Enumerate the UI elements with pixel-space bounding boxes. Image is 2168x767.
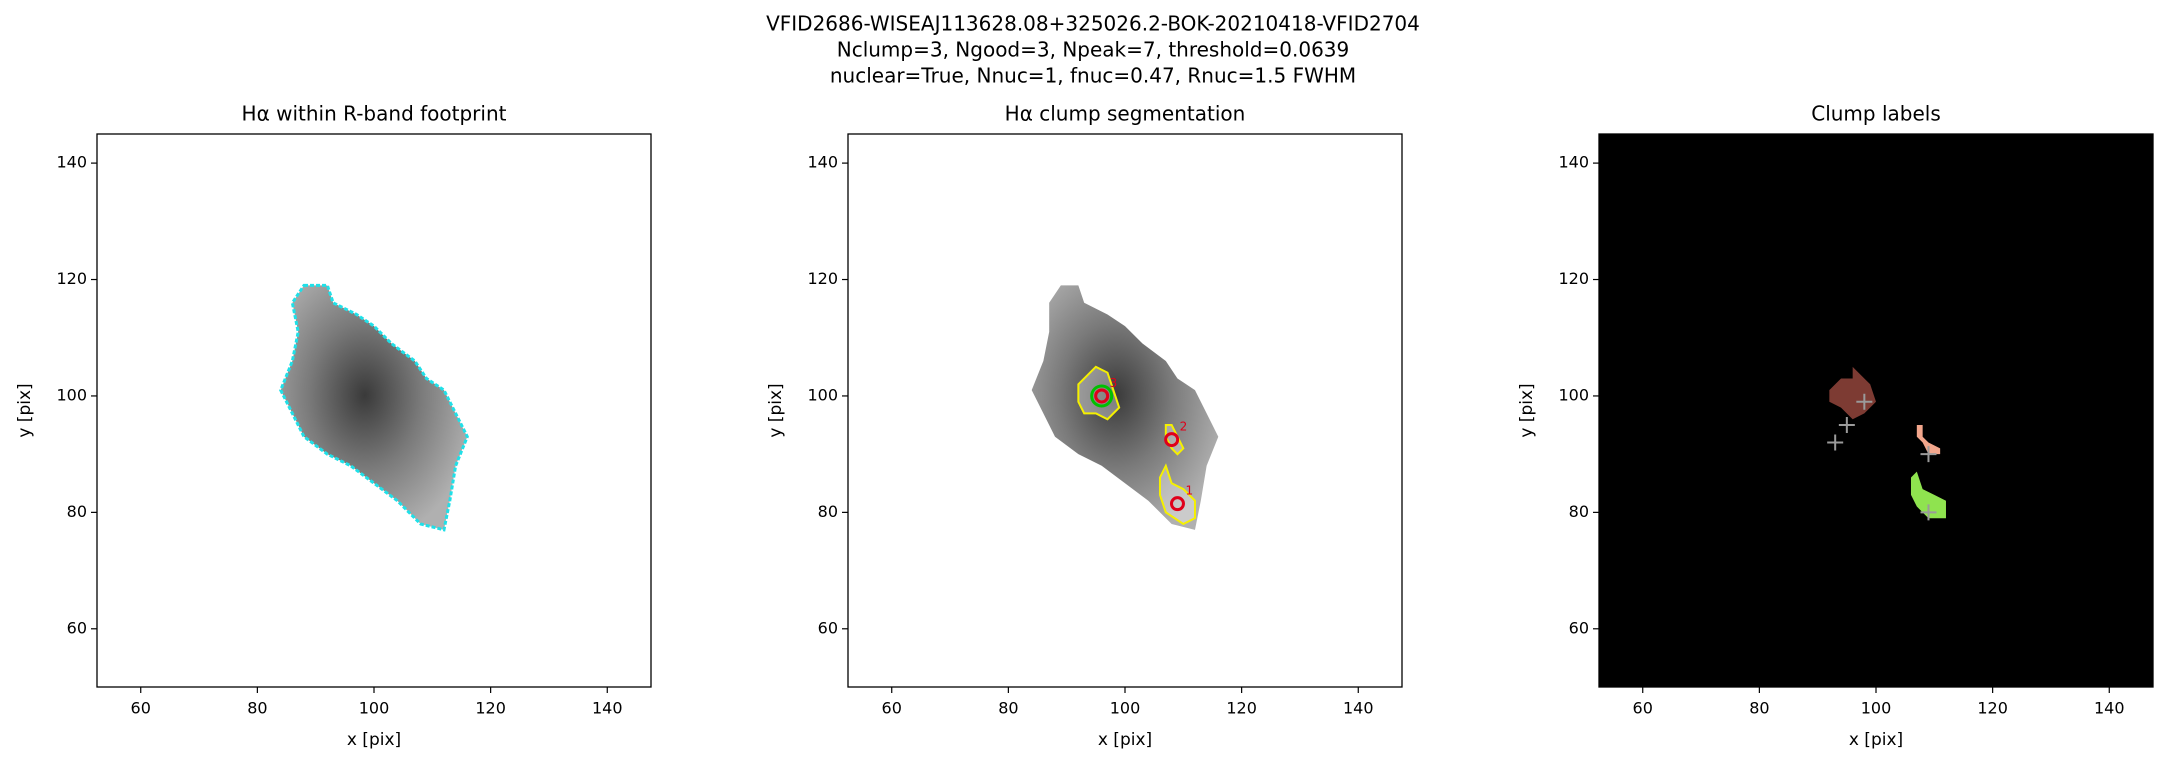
x-axis-label: x [pix] [1849,730,1903,750]
y-tick-label: 120 [56,269,87,288]
y-tick-label: 100 [1558,385,1589,404]
clump-center-marker [1856,393,1873,410]
peak-label: 1 [1185,484,1193,498]
axes-title: Hα clump segmentation [1005,102,1246,126]
x-tick-label: 120 [1977,699,2008,718]
x-tick-label: 120 [1226,699,1257,718]
nucleus-marker [1090,384,1114,408]
clump-region [1910,471,1946,519]
y-tick-label: 60 [67,618,87,637]
x-tick-label: 60 [1633,699,1653,718]
axes-title: Hα within R-band footprint [242,102,507,126]
clump-center-marker [1920,504,1937,521]
x-tick-label: 120 [475,699,506,718]
y-tick-label: 140 [1558,153,1589,172]
x-tick-label: 140 [1343,699,1374,718]
axes-background [1599,134,2153,687]
clump-center-marker [1920,446,1937,463]
plus-marker [1838,417,1855,434]
y-tick-label: 140 [807,153,838,172]
peak-marker [1094,388,1110,404]
y-tick-label: 80 [67,502,87,521]
clump-region [1916,425,1941,455]
x-tick-label: 100 [1861,699,1892,718]
clump-center-marker [1838,417,1855,434]
x-tick-label: 60 [131,699,151,718]
y-axis-label: y [pix] [1517,383,1537,437]
plus-marker [1856,393,1873,410]
clump-center-marker [1827,434,1844,451]
y-tick-label: 60 [1569,618,1589,637]
y-tick-label: 120 [807,269,838,288]
plus-marker [1920,504,1937,521]
x-tick-label: 80 [998,699,1018,718]
y-tick-label: 140 [56,153,87,172]
y-tick-label: 80 [1569,502,1589,521]
y-axis-label: y [pix] [15,383,35,437]
suptitle: VFID2686-WISEAJ113628.08+325026.2-BOK-20… [766,12,1420,36]
x-tick-label: 140 [592,699,623,718]
x-tick-label: 140 [2094,699,2125,718]
y-tick-label: 60 [818,618,838,637]
peak-marker [1164,432,1180,448]
clump-contour [1077,365,1121,421]
axes-title: Clump labels [1811,102,1941,126]
x-tick-label: 80 [1749,699,1769,718]
halpha-image [1031,285,1219,530]
x-tick-label: 80 [247,699,267,718]
plus-marker [1920,446,1937,463]
y-axis-label: y [pix] [766,383,786,437]
halpha-image [279,283,469,532]
y-tick-label: 100 [807,385,838,404]
y-tick-label: 100 [56,385,87,404]
y-tick-label: 80 [818,502,838,521]
suptitle: Nclump=3, Ngood=3, Npeak=7, threshold=0.… [837,38,1350,62]
x-axis-label: x [pix] [1098,730,1152,750]
plot-area [279,283,469,532]
y-tick-label: 120 [1558,269,1589,288]
x-axis-label: x [pix] [347,730,401,750]
peak-label: 2 [1180,420,1188,434]
peak-marker [1169,496,1185,512]
x-tick-label: 100 [1110,699,1141,718]
plot-area: 1 2 3 [1031,285,1219,530]
peak-label: 3 [1110,376,1118,390]
suptitle: nuclear=True, Nnuc=1, fnuc=0.47, Rnuc=1.… [830,64,1356,88]
x-tick-label: 100 [359,699,390,718]
plot-area [1827,366,1946,521]
clump-contour [1158,463,1196,526]
plus-marker [1827,434,1844,451]
x-tick-label: 60 [882,699,902,718]
